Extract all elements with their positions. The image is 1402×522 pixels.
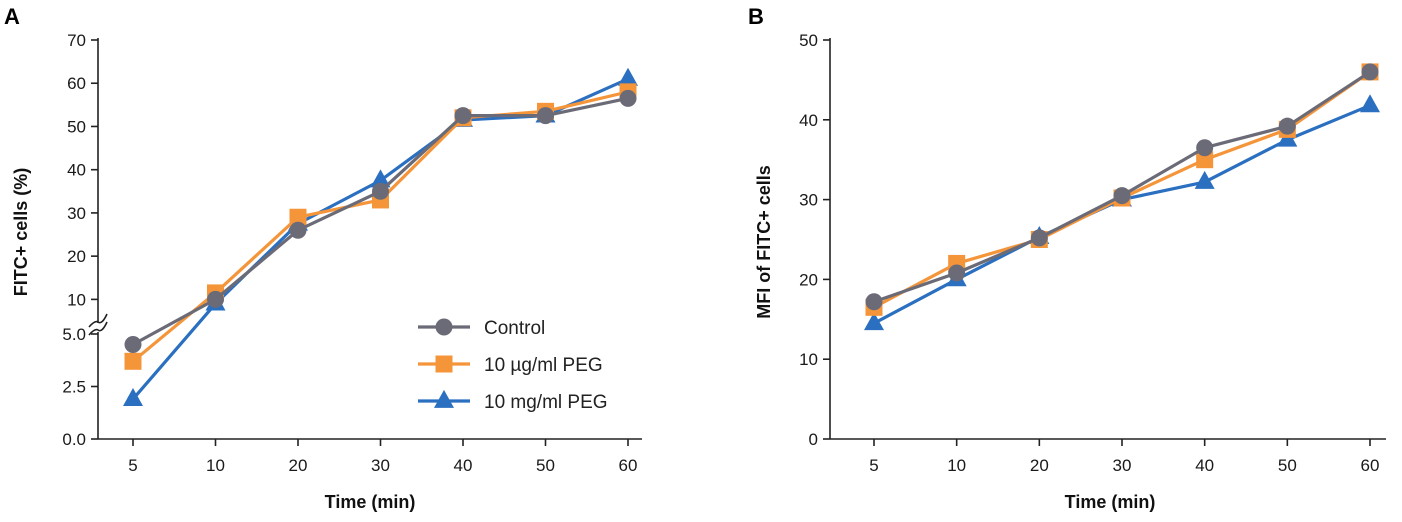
panel-label-b: B [748, 4, 764, 29]
data-point [1113, 187, 1131, 205]
data-point [370, 169, 391, 188]
data-point [1196, 151, 1214, 169]
y-tick-label: 0 [809, 430, 818, 449]
data-point [289, 221, 307, 239]
data-point [618, 67, 638, 86]
panel-label-a: A [4, 4, 20, 29]
legend-marker [435, 355, 453, 373]
series-control [865, 63, 1379, 311]
series-control [124, 89, 637, 353]
data-point [865, 293, 883, 311]
x-tick-label: 10 [947, 456, 966, 475]
y-tick-label: 50 [67, 117, 86, 136]
data-point [207, 290, 224, 308]
y-tick-label: 20 [799, 270, 818, 289]
series-line [131, 77, 629, 401]
y-axis-break [88, 321, 108, 336]
x-tick-label: 50 [1278, 456, 1297, 475]
y-tick-label: 0.0 [62, 430, 86, 449]
series-line [873, 103, 1371, 325]
data-point [1278, 117, 1296, 135]
data-point [619, 89, 637, 107]
y-tick-label: 60 [67, 74, 86, 93]
y-tick-label: 40 [799, 111, 818, 130]
legend-label: 10 mg/ml PEG [484, 392, 608, 413]
x-tick-label: 10 [206, 456, 225, 475]
x-tick-label: 20 [1030, 456, 1049, 475]
data-point [1361, 63, 1379, 81]
x-tick-label: 30 [371, 456, 390, 475]
data-point [948, 264, 966, 282]
x-tick-label: 40 [454, 456, 473, 475]
legend-marker [434, 389, 454, 408]
x-tick-label: 50 [536, 456, 555, 475]
x-tick-label: 60 [1361, 456, 1380, 475]
data-point [372, 182, 389, 200]
legend-item-10-mg-ml-peg: 10 mg/ml PEG [418, 389, 608, 413]
y-tick-label: 70 [67, 31, 86, 50]
data-point [123, 387, 143, 406]
y-axis-label: MFI of FITC+ cells [754, 165, 774, 319]
x-axis-label: Time (min) [325, 492, 416, 512]
y-tick-label: 10 [799, 350, 818, 369]
y-tick-label: 40 [67, 161, 86, 180]
legend-item-10-g-ml-peg: 10 µg/ml PEG [418, 355, 603, 376]
legend-marker [435, 318, 453, 336]
data-point [1030, 229, 1048, 247]
legend: Control 10 µg/ml PEG 10 mg/ml PEG [418, 318, 608, 413]
data-point [124, 336, 142, 353]
y-axis-break-upper [88, 313, 108, 328]
x-tick-label: 30 [1113, 456, 1132, 475]
series-10-mg-ml-peg [864, 94, 1380, 331]
y-tick-label: 20 [67, 247, 86, 266]
y-axis-label: FITC+ cells (%) [11, 168, 31, 297]
x-axis-label: Time (min) [1065, 492, 1156, 512]
data-point [1196, 139, 1214, 157]
y-tick-label: 50 [799, 31, 818, 50]
data-point [864, 312, 884, 331]
data-point [1194, 170, 1215, 189]
data-point [289, 208, 307, 226]
legend-label: 10 µg/ml PEG [484, 355, 603, 376]
x-tick-label: 5 [128, 456, 137, 475]
y-tick-label: 10 [67, 290, 86, 309]
legend-item-control: Control [418, 318, 545, 339]
y-tick-label: 5.0 [62, 325, 86, 344]
data-point [124, 352, 142, 370]
x-tick-label: 5 [869, 456, 878, 475]
y-tick-label: 2.5 [62, 378, 86, 397]
x-tick-label: 60 [619, 456, 638, 475]
data-point [537, 107, 554, 125]
data-point [1360, 94, 1380, 113]
chart-panel-b: B 0 10 20 30 40 50 5 10 20 30 40 50 60 Time (min) MFI … [748, 4, 1386, 512]
y-tick-label: 30 [799, 191, 818, 210]
y-tick-label: 30 [67, 204, 86, 223]
x-tick-label: 20 [289, 456, 308, 475]
x-tick-label: 40 [1195, 456, 1214, 475]
legend-label: Control [484, 318, 545, 339]
chart-panel-a: A 0.0 2.5 5.0 10 20 30 40 50 60 70 5 10 20 30 40 50 60 Ti… [4, 4, 642, 512]
data-point [454, 107, 472, 125]
